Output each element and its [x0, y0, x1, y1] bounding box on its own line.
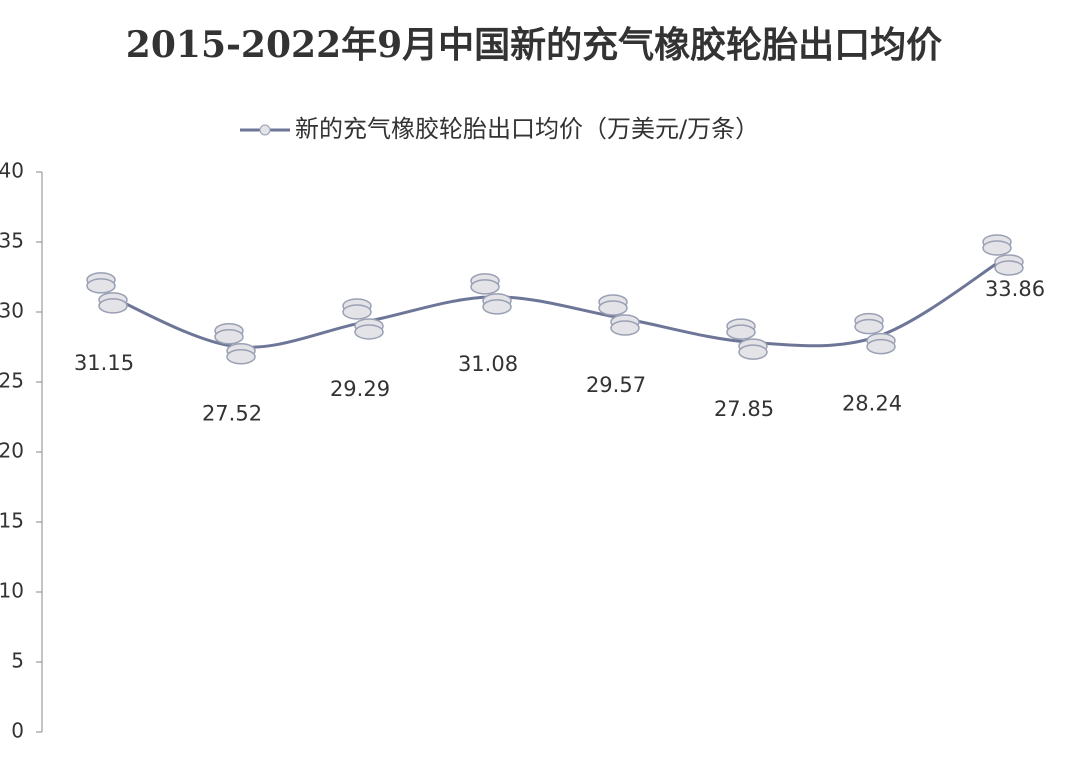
data-label: 33.86 [985, 277, 1045, 301]
data-label: 28.24 [842, 392, 902, 416]
point-marker [982, 234, 1024, 276]
legend-label: 新的充气橡胶轮胎出口均价（万美元/万条） [295, 115, 759, 143]
data-label: 31.08 [458, 352, 518, 376]
coin [342, 304, 372, 320]
data-label: 27.52 [202, 402, 262, 426]
coin [470, 279, 500, 295]
coin [982, 240, 1012, 256]
coin [866, 338, 896, 355]
coin [482, 299, 512, 315]
point-marker [598, 294, 640, 336]
point-marker [86, 272, 128, 314]
y-tick-label: 40 [0, 159, 24, 183]
coin [610, 320, 640, 336]
data-label: 29.29 [330, 377, 390, 401]
coin [994, 260, 1024, 276]
y-tick-label: 35 [0, 229, 24, 253]
point-marker [854, 312, 896, 355]
y-tick-label: 5 [11, 649, 24, 673]
coin [854, 318, 884, 335]
y-tick-label: 0 [11, 719, 24, 743]
coin [354, 324, 384, 340]
y-tick-label: 25 [0, 369, 24, 393]
point-marker [214, 322, 256, 365]
chart-title: 2015-2022年9月中国新的充气橡胶轮胎出口均价 [126, 24, 942, 66]
point-marker [726, 318, 768, 360]
coin [738, 344, 768, 360]
legend-marker [259, 124, 271, 136]
data-label: 29.57 [586, 373, 646, 397]
coin [86, 278, 116, 294]
coin [226, 348, 256, 365]
y-tick-label: 15 [0, 509, 24, 533]
y-tick-label: 20 [0, 439, 24, 463]
data-label: 31.15 [74, 351, 134, 375]
point-marker [470, 273, 512, 315]
coin [214, 328, 244, 345]
data-label: 27.85 [714, 397, 774, 421]
point-marker [342, 298, 384, 340]
coin [98, 298, 128, 314]
y-tick-label: 30 [0, 299, 24, 323]
y-tick-label: 10 [0, 579, 24, 603]
coin [598, 300, 628, 316]
coin [726, 324, 756, 340]
